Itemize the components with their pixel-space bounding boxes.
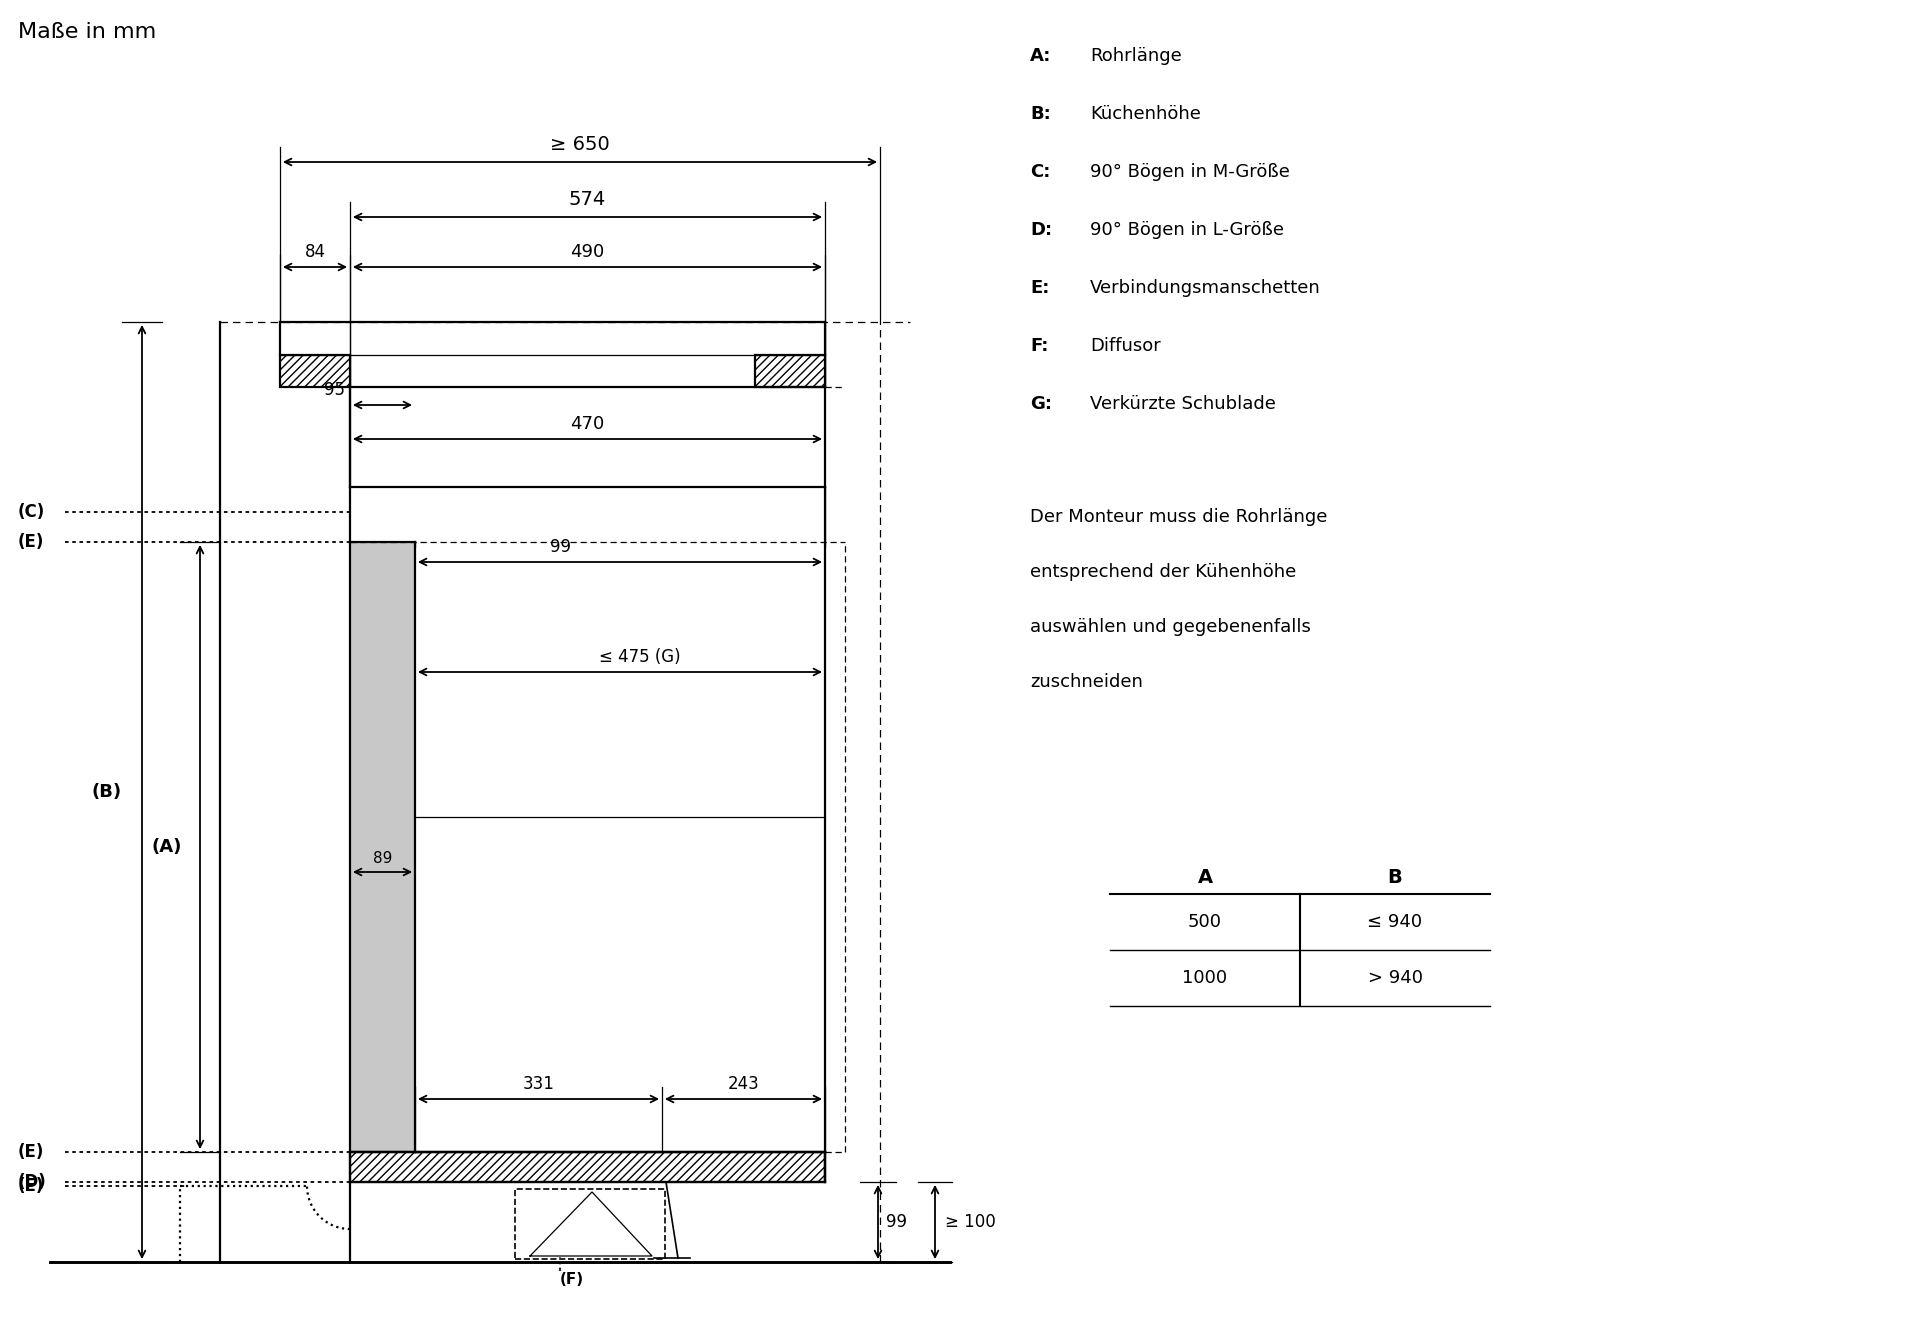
Text: ≤ 475 (G): ≤ 475 (G) — [600, 648, 680, 666]
Bar — [754, 356, 825, 387]
Text: G:: G: — [1031, 395, 1052, 414]
Text: 490: 490 — [570, 244, 604, 261]
Text: zuschneiden: zuschneiden — [1031, 673, 1143, 691]
Text: 90° Bögen in L-Größe: 90° Bögen in L-Größe — [1090, 221, 1284, 238]
Text: A: A — [1198, 868, 1213, 888]
Text: 89: 89 — [373, 851, 392, 867]
Text: B:: B: — [1031, 105, 1052, 122]
Text: B: B — [1387, 868, 1402, 888]
Text: (A): (A) — [152, 838, 183, 856]
Text: Verkürzte Schublade: Verkürzte Schublade — [1090, 395, 1276, 414]
Bar — [280, 356, 351, 387]
Text: Diffusor: Diffusor — [1090, 337, 1160, 356]
Text: 95: 95 — [324, 381, 345, 399]
Text: E:: E: — [1031, 279, 1050, 298]
Text: F:: F: — [1031, 337, 1048, 356]
Text: A:: A: — [1031, 47, 1052, 65]
Text: (D): (D) — [17, 1173, 48, 1191]
Text: Verbindungsmanschetten: Verbindungsmanschetten — [1090, 279, 1320, 298]
Text: ≤ 940: ≤ 940 — [1368, 913, 1423, 931]
Bar — [514, 1189, 665, 1259]
Text: Küchenhöhe: Küchenhöhe — [1090, 105, 1200, 122]
Text: 99: 99 — [886, 1213, 907, 1231]
Text: Der Monteur muss die Rohrlänge: Der Monteur muss die Rohrlänge — [1031, 508, 1328, 525]
Text: Maße in mm: Maße in mm — [17, 22, 156, 42]
Bar — [351, 543, 415, 1152]
Text: C:: C: — [1031, 163, 1050, 180]
Text: (B): (B) — [91, 784, 122, 801]
Text: entsprechend der Kühenhöhe: entsprechend der Kühenhöhe — [1031, 562, 1295, 581]
Text: 331: 331 — [522, 1075, 554, 1093]
Text: 470: 470 — [570, 415, 604, 433]
Text: 243: 243 — [728, 1075, 760, 1093]
Text: D:: D: — [1031, 221, 1052, 238]
Text: ≥ 100: ≥ 100 — [945, 1213, 996, 1231]
Text: Rohrlänge: Rohrlänge — [1090, 47, 1181, 65]
Text: ≥ 650: ≥ 650 — [551, 136, 610, 154]
Text: (F): (F) — [560, 1272, 585, 1288]
Text: 99: 99 — [549, 539, 570, 556]
Text: 90° Bögen in M-Größe: 90° Bögen in M-Größe — [1090, 163, 1290, 180]
Text: > 940: > 940 — [1368, 969, 1423, 986]
Text: 84: 84 — [305, 244, 326, 261]
Text: (C): (C) — [17, 503, 46, 522]
Text: auswählen und gegebenenfalls: auswählen und gegebenenfalls — [1031, 618, 1311, 636]
Text: (E): (E) — [17, 1143, 44, 1162]
Text: 574: 574 — [568, 190, 606, 209]
Bar — [351, 1152, 825, 1181]
Text: 500: 500 — [1189, 913, 1221, 931]
Text: (E): (E) — [17, 1177, 44, 1195]
Text: (E): (E) — [17, 533, 44, 551]
Text: 1000: 1000 — [1183, 969, 1227, 986]
